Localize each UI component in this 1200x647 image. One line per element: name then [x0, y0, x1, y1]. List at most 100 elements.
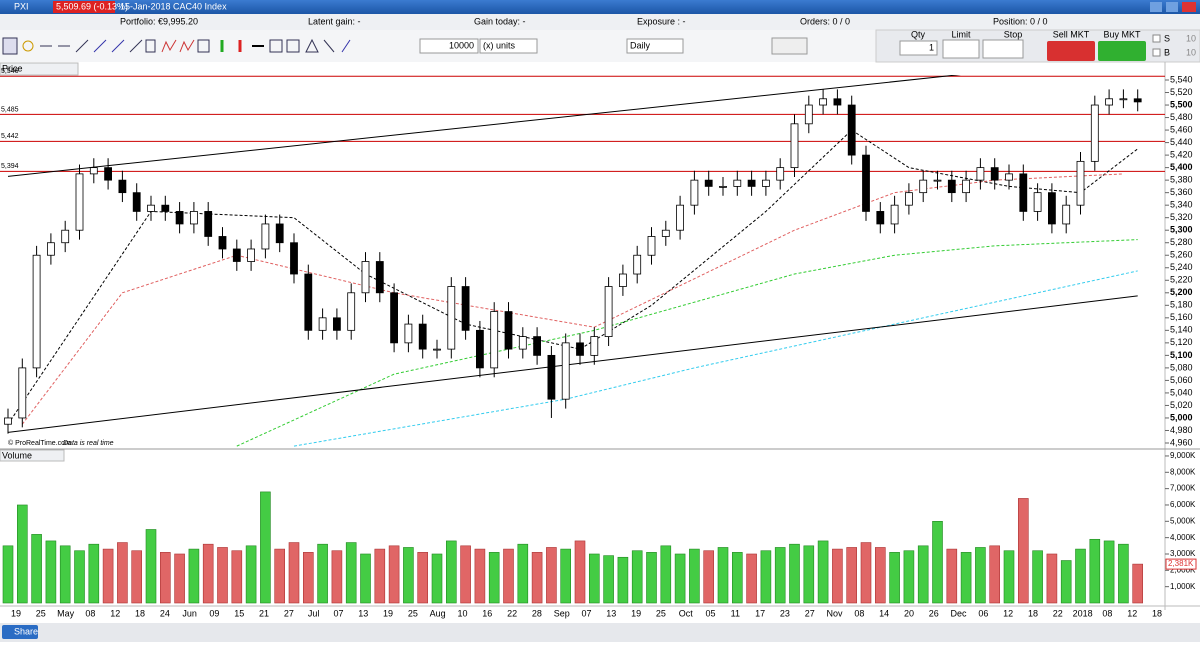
tool[interactable] — [75, 39, 89, 53]
tool[interactable] — [111, 39, 125, 53]
moving-average — [236, 239, 1138, 447]
tool[interactable] — [129, 39, 143, 53]
candle-body — [404, 323, 413, 344]
volume-bar — [1003, 550, 1015, 604]
x-tick-label: 19 — [11, 608, 21, 618]
volume-bar — [1017, 498, 1029, 604]
volume-bar — [588, 553, 600, 604]
candle-body — [776, 167, 785, 181]
y-tick-label: 7,000K — [1170, 484, 1196, 493]
stop-buttons[interactable] — [982, 39, 1024, 59]
tool[interactable] — [161, 39, 177, 53]
candle-body — [261, 223, 270, 250]
candle-body — [1119, 98, 1128, 101]
x-tick-label: 09 — [209, 608, 219, 618]
x-tick-label: 08 — [1102, 608, 1112, 618]
volume-bar — [1075, 548, 1086, 604]
y-tick-label: 5,540 — [1170, 74, 1193, 84]
volume-bar — [1118, 543, 1129, 604]
candle-body — [4, 417, 12, 425]
candle-body — [947, 179, 956, 194]
candle-body — [118, 179, 127, 194]
tool[interactable] — [93, 39, 107, 53]
volume-bar — [174, 553, 185, 604]
volume-bar — [631, 550, 643, 604]
realtime: Data is real time — [63, 440, 114, 447]
x-tick-label: 05 — [706, 608, 716, 618]
period-select[interactable] — [626, 38, 684, 54]
limit-buttons[interactable] — [942, 39, 980, 59]
volume-bar — [231, 550, 243, 604]
min-button[interactable] — [1150, 2, 1162, 12]
max-button[interactable] — [1166, 2, 1178, 12]
candle-body — [275, 223, 284, 244]
y-tick-label: 9,000K — [1170, 451, 1196, 460]
buy-button[interactable] — [1098, 41, 1146, 61]
symbol: PXI — [14, 1, 29, 11]
x-tick-label: 14 — [879, 608, 889, 618]
candle-body — [819, 98, 827, 106]
volume-bar — [989, 545, 1001, 604]
quote-box — [53, 1, 115, 13]
candle-body — [1033, 192, 1042, 212]
moving-average — [7, 129, 1139, 425]
drawing-tools — [2, 37, 351, 55]
volume-bar — [903, 550, 915, 604]
level-label: 5,394 — [1, 163, 19, 170]
tool[interactable] — [22, 40, 34, 52]
x-tick-label: 06 — [978, 608, 988, 618]
tool[interactable] — [2, 37, 18, 55]
candle-body — [590, 336, 599, 356]
volume-bar — [817, 540, 829, 604]
tool[interactable] — [305, 38, 319, 53]
candle-body — [905, 192, 913, 206]
x-tick-label: May — [57, 608, 75, 618]
trend-line — [7, 75, 961, 177]
volume-bar — [674, 553, 686, 604]
y-tick-label: 5,400 — [1170, 162, 1193, 172]
qty-input[interactable] — [899, 40, 938, 56]
x-tick-label: Oct — [679, 608, 694, 618]
tool[interactable] — [341, 39, 351, 53]
price-header — [0, 62, 79, 76]
y-tick-label: 5,320 — [1170, 212, 1193, 222]
indicator-button[interactable] — [771, 37, 808, 55]
close-button[interactable] — [1182, 2, 1196, 12]
tool[interactable] — [145, 39, 156, 53]
x-tick-label: 18 — [1152, 608, 1162, 618]
volume-bar — [789, 543, 800, 604]
tool[interactable] — [197, 39, 210, 53]
s-check[interactable] — [1152, 34, 1161, 43]
volume-bar — [932, 521, 943, 604]
tool[interactable] — [286, 39, 300, 53]
tool[interactable] — [269, 39, 283, 53]
volume-bar — [560, 548, 572, 604]
position: Position: 0 / 0 — [993, 16, 1048, 26]
volume-bar — [646, 552, 657, 604]
price-plot — [0, 75, 1165, 447]
volume-bar — [188, 548, 200, 604]
volume-bar — [74, 550, 85, 604]
s-label: S — [1164, 33, 1170, 43]
volume-title: Volume — [2, 450, 32, 460]
y-tick-label: 5,300 — [1170, 225, 1193, 235]
candle-body — [290, 242, 298, 275]
candle-body — [647, 236, 656, 256]
sell-button[interactable] — [1047, 41, 1095, 61]
volume-bar — [1089, 538, 1101, 604]
b-check[interactable] — [1152, 48, 1161, 57]
share: Share — [14, 626, 38, 636]
candle-body — [747, 179, 756, 187]
share-button[interactable] — [2, 625, 38, 639]
x-tick-label: Dec — [951, 608, 968, 618]
volume-bar — [717, 547, 729, 604]
candle-body — [47, 242, 55, 256]
candle-body — [104, 167, 112, 181]
quantity-input[interactable] — [419, 38, 479, 54]
tool[interactable] — [323, 39, 335, 53]
x-tick-label: 12 — [1127, 608, 1137, 618]
x-tick-label: 21 — [259, 608, 269, 618]
units-select[interactable] — [479, 38, 538, 54]
tool[interactable] — [179, 39, 195, 53]
copyright: © ProRealTime.com — [8, 439, 71, 447]
